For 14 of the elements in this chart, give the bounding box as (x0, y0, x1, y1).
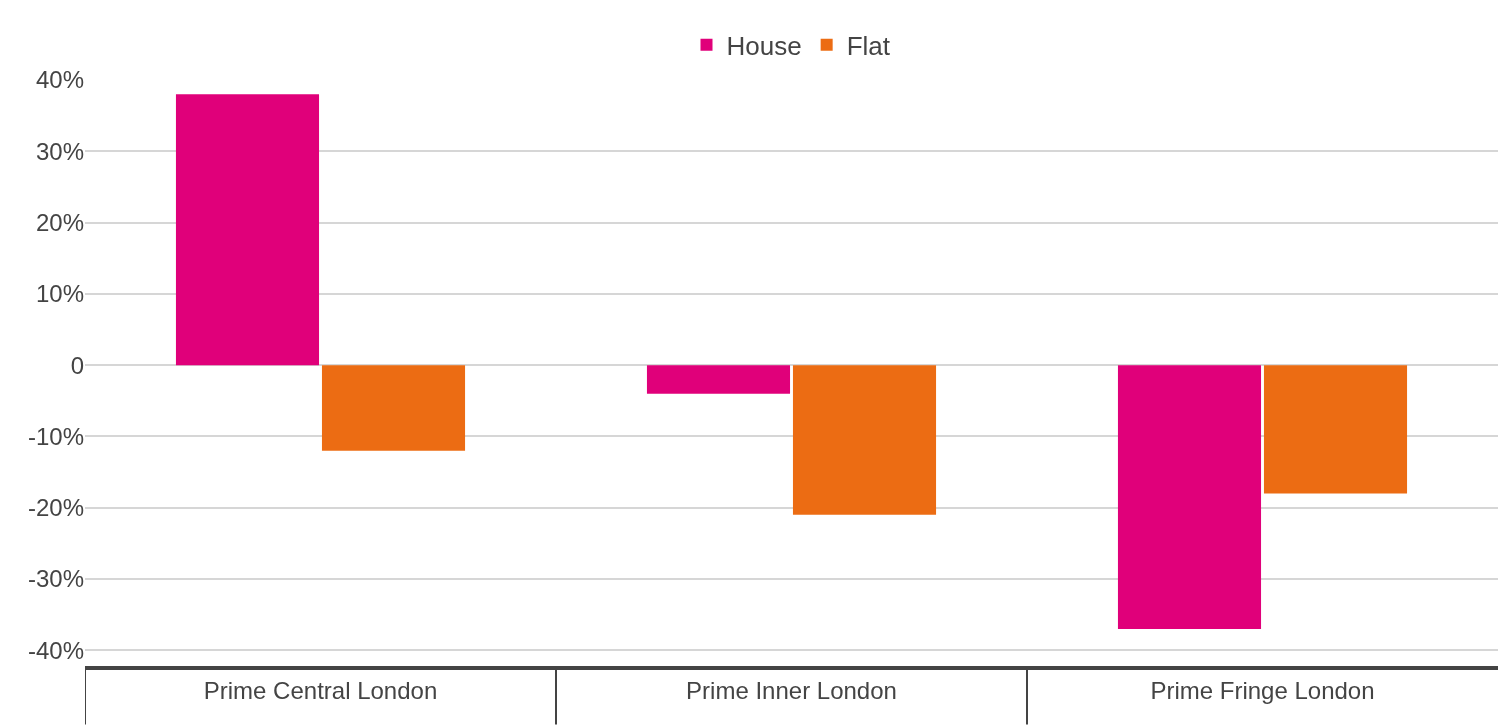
x-tick-label: Prime Fringe London (1150, 676, 1375, 704)
legend-label: House (726, 30, 802, 61)
y-tick-label: 10% (35, 280, 84, 308)
y-tick-label: 0 (70, 351, 84, 379)
y-tick-label: -10% (27, 422, 84, 450)
legend-label: Flat (846, 30, 891, 61)
y-tick-label: 30% (35, 137, 84, 165)
y-tick-label: 40% (35, 66, 84, 94)
x-tick-label: Prime Inner London (686, 676, 897, 704)
y-tick-label: 20% (35, 208, 84, 236)
x-tick-label: Prime Central London (203, 676, 438, 704)
y-tick-label: -20% (27, 494, 84, 522)
y-tick-label: -40% (27, 636, 84, 664)
y-tick-label: -30% (27, 565, 84, 593)
